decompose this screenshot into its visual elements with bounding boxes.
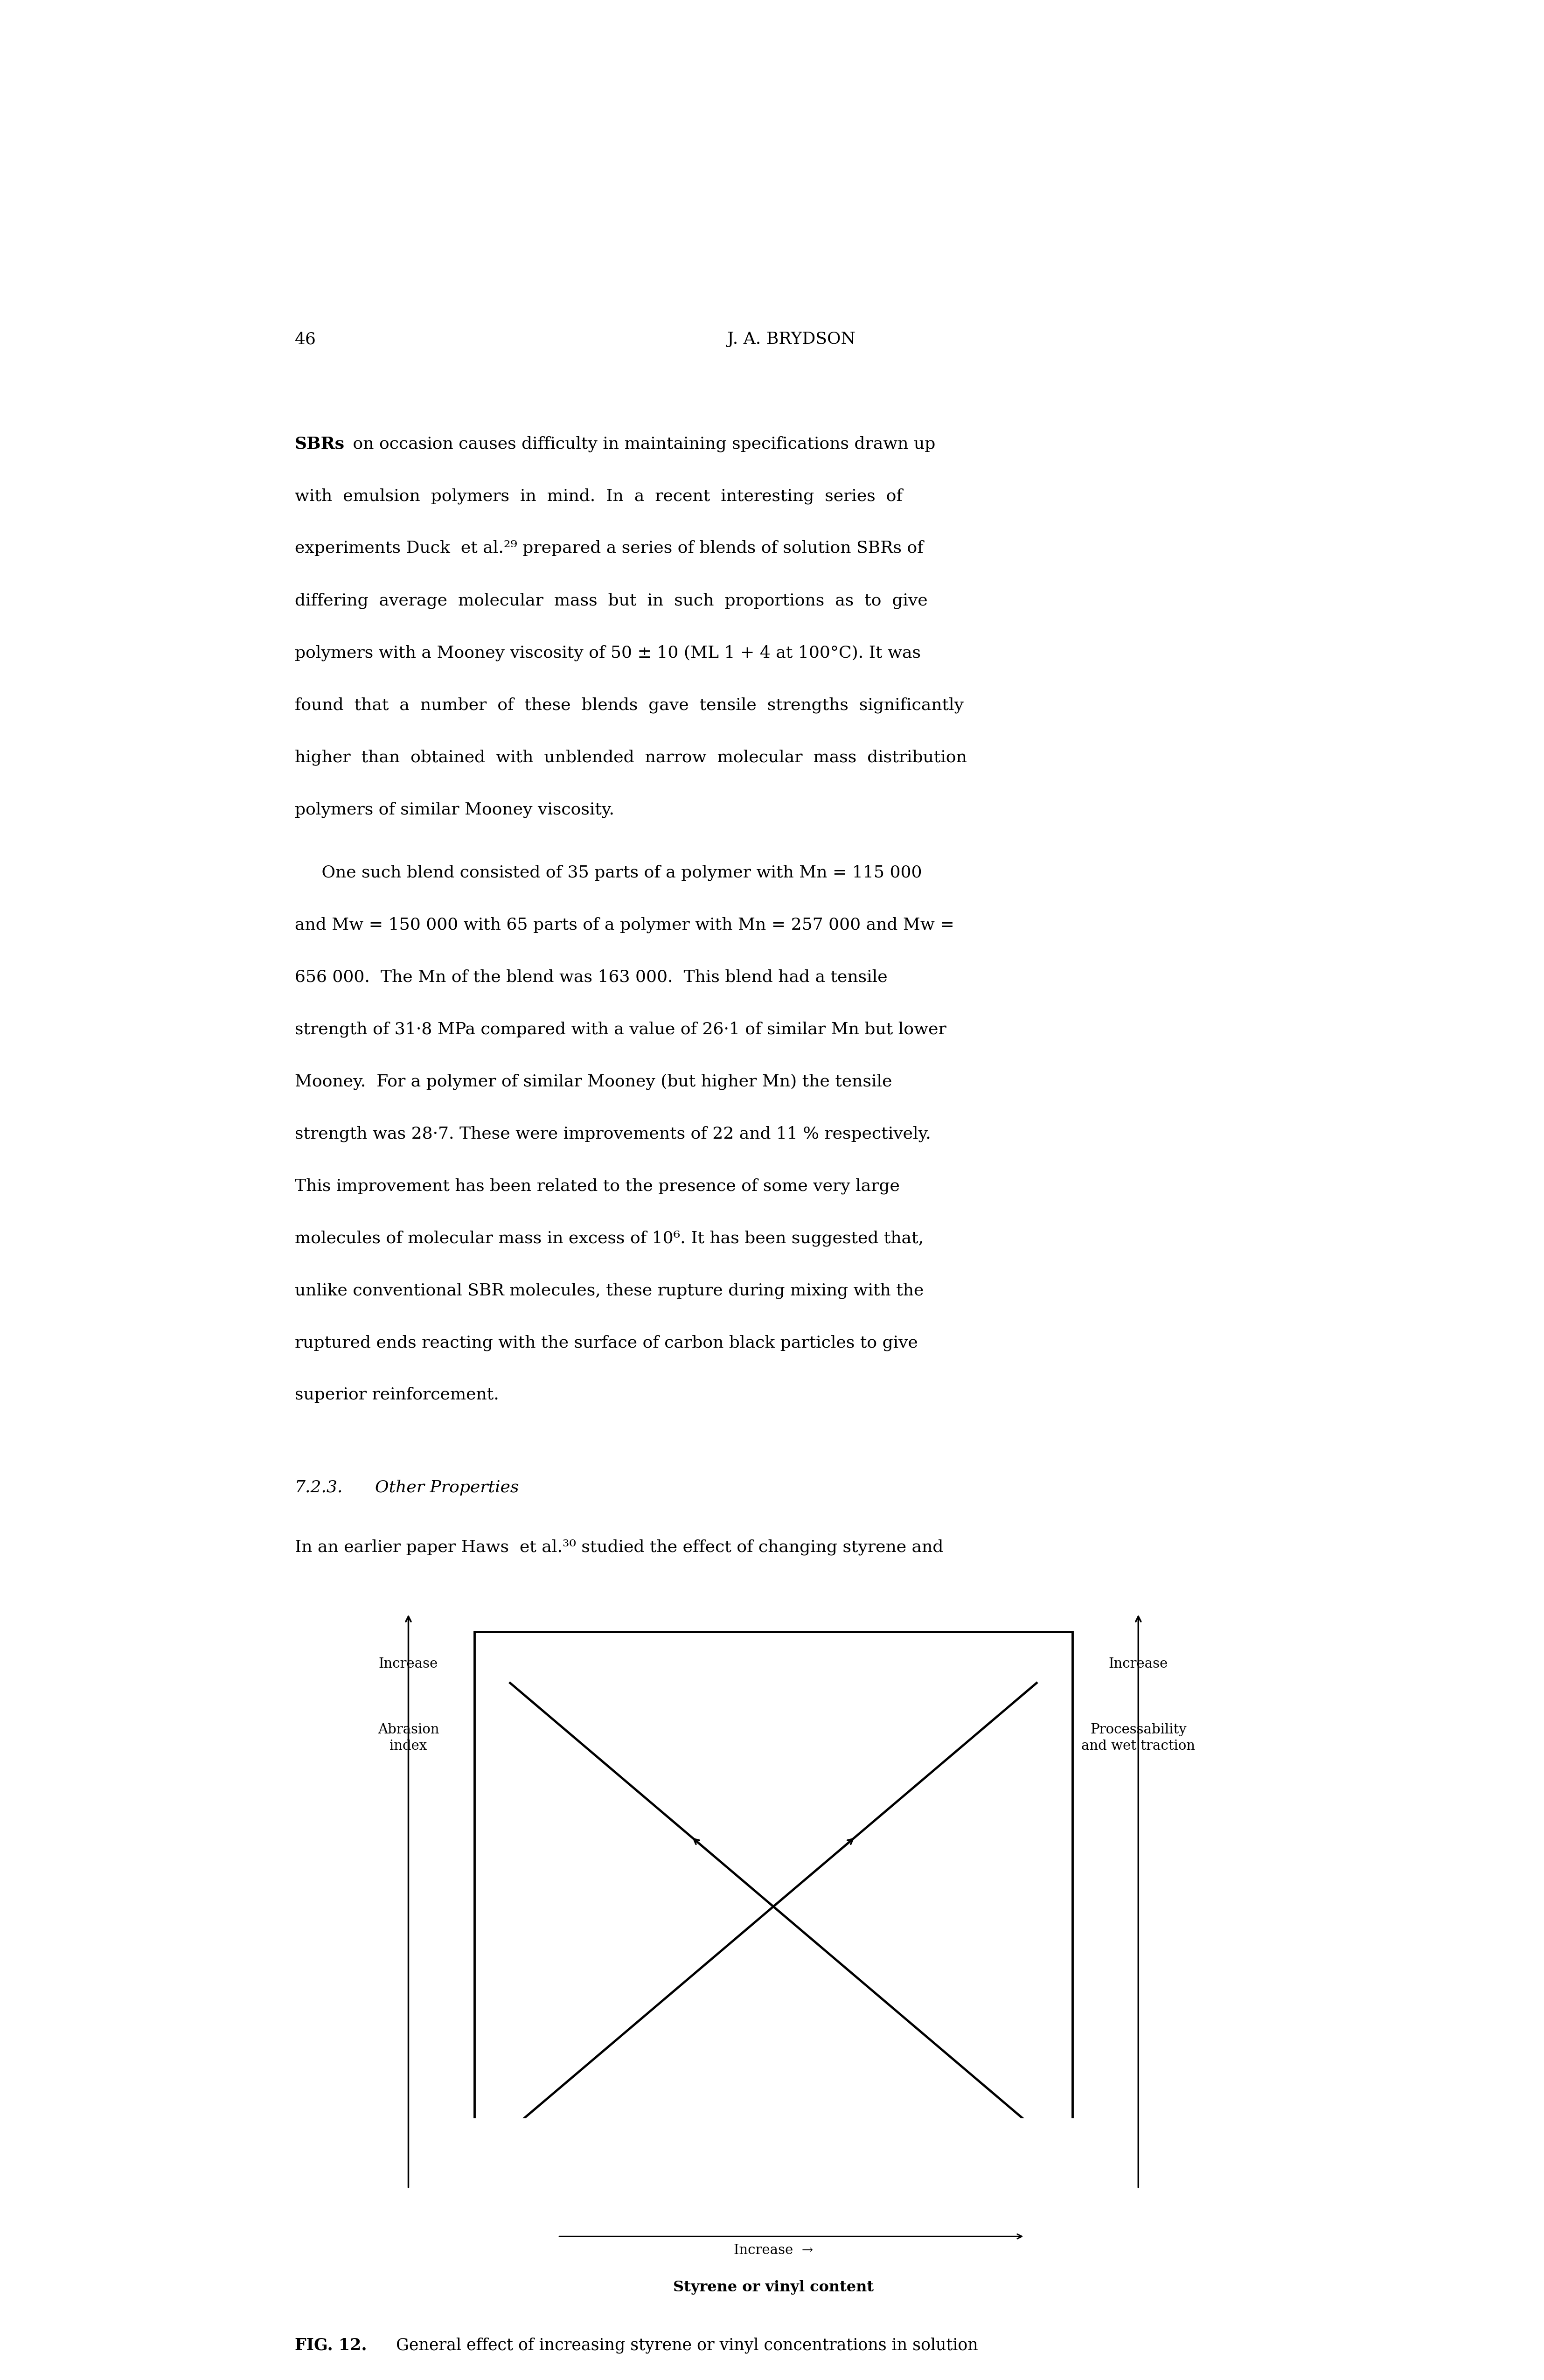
Text: unlike conventional SBR molecules, these rupture during mixing with the: unlike conventional SBR molecules, these… bbox=[295, 1283, 923, 1299]
Bar bbox=[474, 1633, 1073, 2182]
Text: strength of 31·8 MPa compared with a value of 26·1 of similar Mn but lower: strength of 31·8 MPa compared with a val… bbox=[295, 1021, 946, 1038]
Text: Styrene or vinyl content: Styrene or vinyl content bbox=[673, 2280, 874, 2294]
Text: found  that  a  number  of  these  blends  gave  tensile  strengths  significant: found that a number of these blends gave… bbox=[295, 697, 963, 714]
Text: Other Properties: Other Properties bbox=[364, 1480, 519, 1495]
Text: and Mw = 150 000 with 65 parts of a polymer with Mn = 257 000 and Mw =: and Mw = 150 000 with 65 parts of a poly… bbox=[295, 916, 954, 933]
Text: with  emulsion  polymers  in  mind.  In  a  recent  interesting  series  of: with emulsion polymers in mind. In a rec… bbox=[295, 488, 902, 505]
Text: 7.2.3.: 7.2.3. bbox=[295, 1480, 343, 1495]
Text: superior reinforcement.: superior reinforcement. bbox=[295, 1388, 499, 1402]
Text: Abrasion
index: Abrasion index bbox=[378, 1723, 438, 1752]
Text: Mooney.  For a polymer of similar Mooney (but higher Mn) the tensile: Mooney. For a polymer of similar Mooney … bbox=[295, 1073, 892, 1090]
Text: One such blend consisted of 35 parts of a polymer with Mn = 115 000: One such blend consisted of 35 parts of … bbox=[295, 864, 922, 881]
Text: polymers with a Mooney viscosity of 50 ± 10 (ML 1 + 4 at 100°C). It was: polymers with a Mooney viscosity of 50 ±… bbox=[295, 645, 920, 662]
Text: FIG. 12.: FIG. 12. bbox=[295, 2337, 367, 2354]
Text: J. A. BRYDSON: J. A. BRYDSON bbox=[727, 331, 855, 347]
Text: Increase  →: Increase → bbox=[733, 2244, 814, 2256]
Text: In an earlier paper Haws  et al.³⁰ studied the effect of changing styrene and: In an earlier paper Haws et al.³⁰ studie… bbox=[295, 1540, 943, 1554]
Text: ruptured ends reacting with the surface of carbon black particles to give: ruptured ends reacting with the surface … bbox=[295, 1335, 917, 1352]
Text: 46: 46 bbox=[295, 331, 317, 347]
Text: molecules of molecular mass in excess of 10⁶. It has been suggested that,: molecules of molecular mass in excess of… bbox=[295, 1230, 923, 1247]
Text: strength was 28·7. These were improvements of 22 and 11 % respectively.: strength was 28·7. These were improvemen… bbox=[295, 1126, 931, 1142]
Text: differing  average  molecular  mass  but  in  such  proportions  as  to  give: differing average molecular mass but in … bbox=[295, 593, 928, 609]
Text: 656 000.  The Mn of the blend was 163 000.  This blend had a tensile: 656 000. The Mn of the blend was 163 000… bbox=[295, 969, 888, 985]
Text: Processability
and wet traction: Processability and wet traction bbox=[1081, 1723, 1195, 1752]
Text: polymers of similar Mooney viscosity.: polymers of similar Mooney viscosity. bbox=[295, 802, 615, 819]
Text: This improvement has been related to the presence of some very large: This improvement has been related to the… bbox=[295, 1178, 900, 1195]
Text: Increase: Increase bbox=[378, 1656, 438, 1671]
Text: SBRs: SBRs bbox=[295, 436, 344, 452]
Text: General effect of increasing styrene or vinyl concentrations in solution: General effect of increasing styrene or … bbox=[381, 2337, 979, 2354]
Text: on occasion causes difficulty in maintaining specifications drawn up: on occasion causes difficulty in maintai… bbox=[347, 436, 936, 452]
Text: higher  than  obtained  with  unblended  narrow  molecular  mass  distribution: higher than obtained with unblended narr… bbox=[295, 750, 967, 766]
Text: experiments Duck  et al.²⁹ prepared a series of blends of solution SBRs of: experiments Duck et al.²⁹ prepared a ser… bbox=[295, 540, 923, 557]
Text: Increase: Increase bbox=[1109, 1656, 1167, 1671]
